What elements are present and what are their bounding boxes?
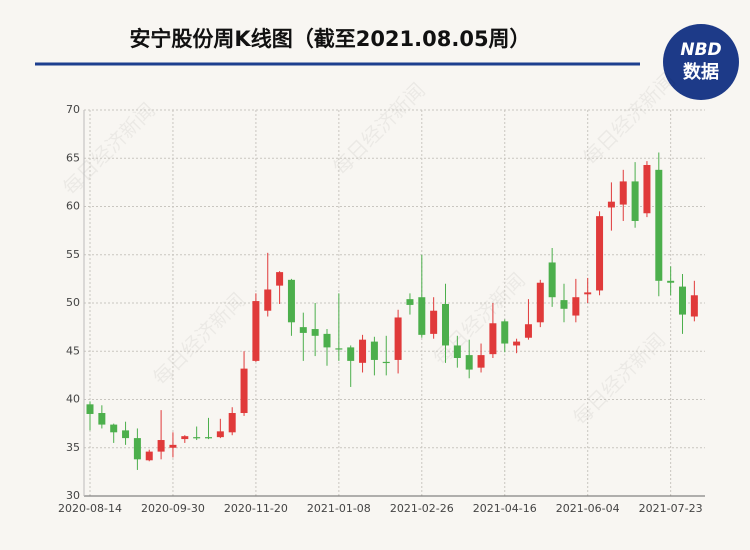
candle-body	[501, 321, 509, 344]
candle-body	[110, 424, 118, 433]
y-tick-label: 45	[66, 344, 80, 357]
y-tick-label: 70	[66, 103, 80, 116]
logo-brand: NBD	[680, 40, 721, 60]
candle-body	[584, 292, 592, 295]
candle-body	[86, 404, 94, 414]
x-tick-label: 2020-11-20	[224, 502, 288, 515]
y-tick-label: 50	[66, 296, 80, 309]
candle-body	[596, 216, 604, 291]
y-tick-label: 40	[66, 393, 80, 406]
candle-body	[359, 339, 367, 363]
candle-body	[98, 413, 106, 425]
candle-body	[228, 413, 236, 433]
candle-body	[145, 451, 153, 461]
candle-body	[418, 297, 426, 335]
candle-body	[572, 297, 580, 316]
candle-body	[690, 295, 698, 317]
y-tick-label: 30	[66, 489, 80, 502]
candle-body	[311, 329, 319, 336]
candle-body	[607, 201, 615, 208]
candle-body	[394, 317, 402, 360]
x-tick-label: 2021-04-16	[473, 502, 537, 515]
candle-body	[122, 430, 130, 439]
candle-body	[133, 438, 141, 460]
candle-body	[216, 431, 224, 438]
candle-body	[536, 282, 544, 323]
x-tick-label: 2021-01-08	[307, 502, 371, 515]
candle-body	[489, 323, 497, 355]
candle-body	[465, 355, 473, 370]
candle-body	[252, 301, 260, 361]
chart-title: 安宁股份周K线图（截至2021.08.05周）	[129, 27, 530, 51]
x-tick-label: 2020-08-14	[58, 502, 122, 515]
candle-body	[382, 361, 390, 364]
x-tick-label: 2021-02-26	[390, 502, 454, 515]
logo-label: 数据	[683, 61, 719, 83]
y-tick-label: 35	[66, 441, 80, 454]
candle-body	[205, 437, 212, 439]
candle-body	[347, 347, 355, 361]
candle-body	[548, 262, 556, 298]
candle-body	[406, 299, 414, 305]
candle-body	[264, 289, 272, 311]
y-tick-label: 55	[66, 248, 80, 261]
x-tick-label: 2020-09-30	[141, 502, 205, 515]
candle-body	[453, 345, 461, 359]
candle-body	[430, 310, 438, 334]
logo-badge	[663, 24, 739, 100]
candle-body	[667, 280, 675, 283]
candle-body	[643, 165, 651, 214]
y-tick-label: 65	[66, 151, 80, 164]
candle-body	[370, 341, 378, 360]
candle-body	[323, 333, 331, 348]
candle-body	[169, 444, 177, 448]
candle-body	[335, 348, 343, 350]
x-tick-label: 2021-06-04	[556, 502, 620, 515]
candle-body	[157, 440, 165, 452]
y-tick-label: 60	[66, 200, 80, 213]
x-tick-label: 2021-07-23	[639, 502, 703, 515]
candle-body	[655, 169, 663, 281]
candle-body	[181, 436, 189, 440]
candle-body	[560, 300, 568, 309]
candle-body	[442, 303, 449, 346]
candle-body	[524, 324, 532, 338]
candle-body	[679, 286, 686, 315]
candle-body	[477, 355, 485, 368]
candle-body	[287, 279, 295, 323]
candle-body	[299, 327, 307, 333]
candle-body	[240, 368, 248, 414]
candle-body	[619, 181, 627, 205]
candle-body	[193, 437, 201, 439]
candle-body	[276, 272, 284, 286]
candle-body	[631, 181, 639, 221]
candle-body	[513, 341, 521, 346]
